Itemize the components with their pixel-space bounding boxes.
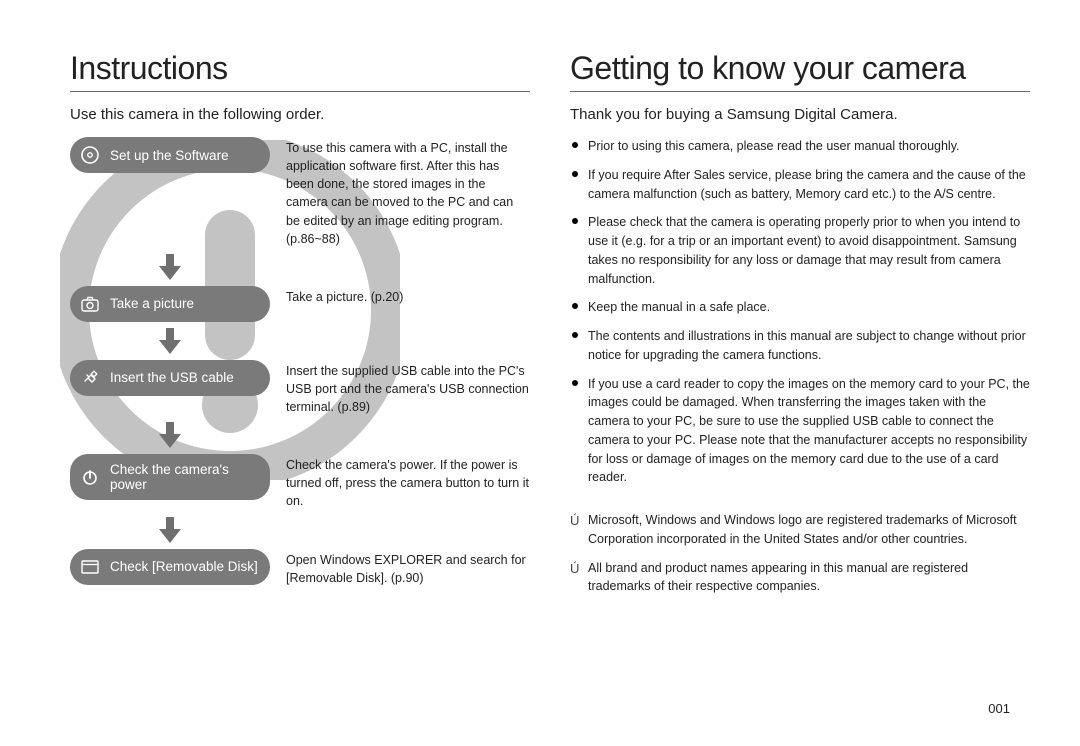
arrow-down-icon: [70, 422, 270, 448]
list-item: Ú All brand and product names appearing i…: [570, 559, 1030, 597]
page-number: 001: [988, 701, 1010, 716]
power-icon: [80, 467, 100, 487]
step-row: Check the camera's power Check the camer…: [70, 454, 530, 510]
step-pill-setup-software: Set up the Software: [70, 137, 270, 173]
getting-to-know-subheading: Thank you for buying a Samsung Digital C…: [570, 106, 1030, 123]
step-pill-insert-usb: Insert the USB cable: [70, 360, 270, 396]
window-icon: [80, 557, 100, 577]
step-desc: Insert the supplied USB cable into the P…: [286, 360, 530, 416]
step-desc: Check the camera's power. If the power i…: [286, 454, 530, 510]
bullet-icon: [572, 332, 578, 338]
arrow-down-icon: [70, 254, 270, 280]
bullet-text: Keep the manual in a safe place.: [588, 300, 770, 314]
steps-list: Set up the Software To use this camera w…: [70, 137, 530, 587]
step-desc: Open Windows EXPLORER and search for [Re…: [286, 549, 530, 587]
bullet-text: The contents and illustrations in this m…: [588, 329, 1026, 362]
step-row: Take a picture Take a picture. (p.20): [70, 286, 530, 322]
step-row: Check [Removable Disk] Open Windows EXPL…: [70, 549, 530, 587]
step-desc: Take a picture. (p.20): [286, 286, 403, 306]
step-pill-check-power: Check the camera's power: [70, 454, 270, 500]
step-row: Set up the Software To use this camera w…: [70, 137, 530, 248]
getting-to-know-column: Getting to know your camera Thank you fo…: [570, 50, 1030, 716]
step-label: Insert the USB cable: [110, 370, 234, 385]
step-row: Insert the USB cable Insert the supplied…: [70, 360, 530, 416]
step-desc: To use this camera with a PC, install th…: [286, 137, 530, 248]
bullet-icon: [572, 171, 578, 177]
usb-icon: [80, 368, 100, 388]
list-item: The contents and illustrations in this m…: [570, 327, 1030, 365]
bullet-icon: [572, 142, 578, 148]
info-bullet-list: Prior to using this camera, please read …: [570, 137, 1030, 487]
list-item: If you require After Sales service, plea…: [570, 166, 1030, 204]
step-pill-check-removable-disk: Check [Removable Disk]: [70, 549, 270, 585]
getting-to-know-title: Getting to know your camera: [570, 50, 1030, 92]
list-item: Keep the manual in a safe place.: [570, 298, 1030, 317]
arrow-down-icon: [70, 328, 270, 354]
asterisk-icon: Ú: [570, 511, 579, 531]
list-item: Prior to using this camera, please read …: [570, 137, 1030, 156]
list-item: Ú Microsoft, Windows and Windows logo are…: [570, 511, 1030, 549]
step-label: Set up the Software: [110, 148, 229, 163]
step-pill-take-picture: Take a picture: [70, 286, 270, 322]
instructions-subheading: Use this camera in the following order.: [70, 106, 530, 123]
bullet-text: Prior to using this camera, please read …: [588, 139, 960, 153]
trademark-text: All brand and product names appearing in…: [588, 561, 968, 594]
bullet-text: If you use a card reader to copy the ima…: [588, 377, 1030, 485]
cd-icon: [80, 145, 100, 165]
camera-icon: [80, 294, 100, 314]
trademark-list: Ú Microsoft, Windows and Windows logo are…: [570, 511, 1030, 596]
bullet-icon: [572, 380, 578, 386]
bullet-icon: [572, 303, 578, 309]
list-item: If you use a card reader to copy the ima…: [570, 375, 1030, 488]
instructions-column: Instructions Use this camera in the foll…: [70, 50, 530, 716]
asterisk-icon: Ú: [570, 559, 579, 579]
arrow-down-icon: [70, 517, 270, 543]
bullet-icon: [572, 218, 578, 224]
step-label: Check the camera's power: [110, 462, 258, 492]
list-item: Please check that the camera is operatin…: [570, 213, 1030, 288]
bullet-text: If you require After Sales service, plea…: [588, 168, 1026, 201]
trademark-text: Microsoft, Windows and Windows logo are …: [588, 513, 1017, 546]
instructions-title: Instructions: [70, 50, 530, 92]
step-label: Take a picture: [110, 296, 194, 311]
step-label: Check [Removable Disk]: [110, 559, 258, 574]
bullet-text: Please check that the camera is operatin…: [588, 215, 1020, 285]
